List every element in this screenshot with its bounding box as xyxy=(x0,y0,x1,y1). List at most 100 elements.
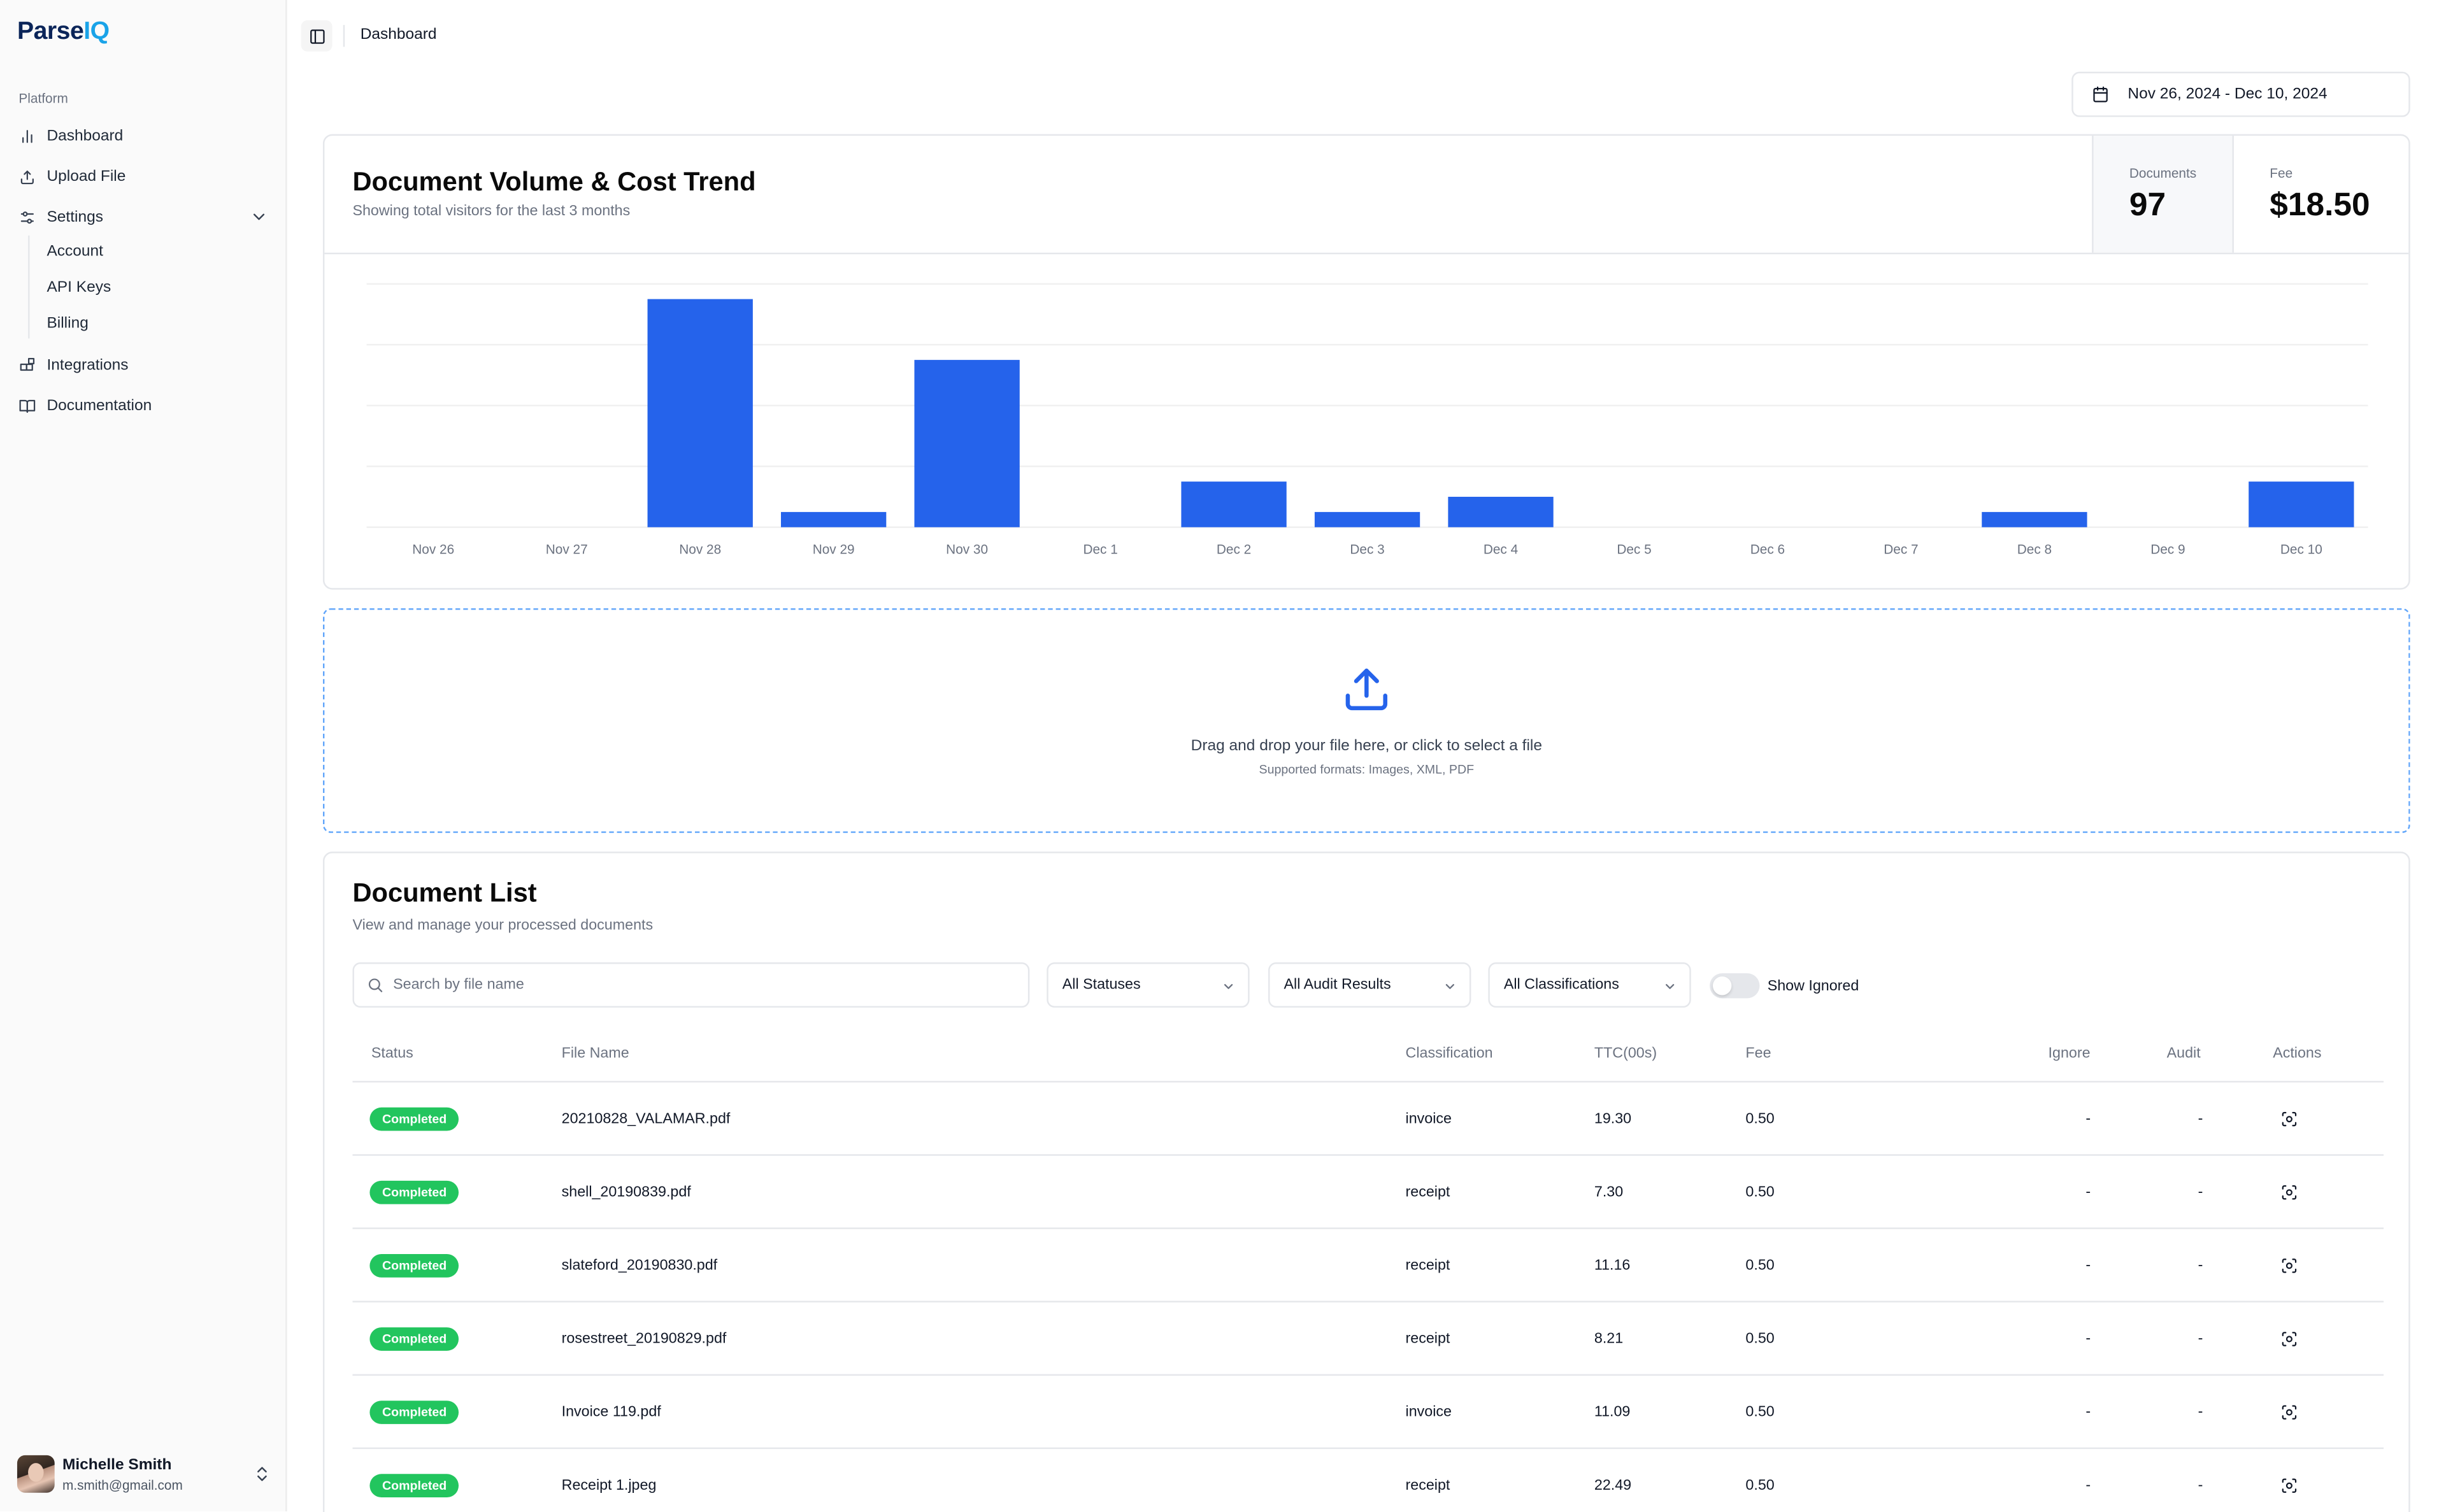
status-badge: Completed xyxy=(369,1474,459,1498)
file-name-cell[interactable]: 20210828_VALAMAR.pdf xyxy=(561,1110,731,1128)
ignore-cell[interactable]: - xyxy=(2085,1183,2091,1201)
column-header-ttc[interactable]: TTC(00s) xyxy=(1594,1045,1657,1062)
classification-filter-select[interactable]: All Classifications xyxy=(1488,962,1691,1008)
show-ignored-toggle[interactable] xyxy=(1710,973,1760,999)
status-filter-select[interactable]: All Statuses xyxy=(1047,962,1250,1008)
chart-bar[interactable] xyxy=(1448,497,1554,527)
table-row[interactable]: Completed shell_20190839.pdf receipt 7.30 0.… xyxy=(352,1156,2384,1229)
audit-filter-select[interactable]: All Audit Results xyxy=(1268,962,1471,1008)
scan-icon[interactable] xyxy=(2280,1257,2298,1274)
app-logo[interactable]: ParseIQ xyxy=(17,18,110,46)
file-name-cell[interactable]: slateford_20190830.pdf xyxy=(561,1257,718,1274)
audit-cell: - xyxy=(2198,1257,2203,1274)
sidebar-subitem-api-keys[interactable]: API Keys xyxy=(46,279,111,297)
chart-bar[interactable] xyxy=(1181,481,1287,527)
audit-cell: - xyxy=(2198,1110,2203,1128)
ttc-cell: 19.30 xyxy=(1594,1110,1632,1128)
status-filter-value: All Statuses xyxy=(1062,976,1141,994)
column-header-classification[interactable]: Classification xyxy=(1405,1045,1493,1062)
column-header-audit[interactable]: Audit xyxy=(2166,1045,2201,1062)
document-list-subtitle: View and manage your processed documents xyxy=(352,917,654,934)
scan-icon[interactable] xyxy=(2280,1111,2298,1128)
search-box[interactable] xyxy=(352,962,1030,1008)
scan-icon[interactable] xyxy=(2280,1404,2298,1421)
ttc-cell: 11.09 xyxy=(1594,1404,1631,1422)
sidebar-toggle-button[interactable] xyxy=(301,20,333,52)
scan-icon[interactable] xyxy=(2280,1330,2298,1348)
chart-bar[interactable] xyxy=(647,299,753,527)
ttc-cell: 7.30 xyxy=(1594,1183,1624,1201)
column-header-fee[interactable]: Fee xyxy=(1745,1045,1771,1062)
sidebar-group-label: Platform xyxy=(18,90,68,106)
x-tick-label: Dec 6 xyxy=(1750,542,1785,557)
sidebar-item-label: Integrations xyxy=(46,356,129,374)
file-name-cell[interactable]: rosestreet_20190829.pdf xyxy=(561,1330,727,1348)
chart-title: Document Volume & Cost Trend xyxy=(352,167,756,197)
search-icon xyxy=(368,978,383,992)
classification-cell: receipt xyxy=(1405,1330,1450,1348)
x-tick-label: Dec 2 xyxy=(1217,542,1251,557)
table-row[interactable]: Completed slateford_20190830.pdf receipt 11… xyxy=(352,1229,2384,1302)
chart-subtitle: Showing total visitors for the last 3 mo… xyxy=(352,203,631,220)
chart-bar[interactable] xyxy=(2249,481,2354,527)
sidebar-item-dashboard[interactable]: Dashboard xyxy=(15,120,271,152)
sidebar-subitem-billing[interactable]: Billing xyxy=(46,315,89,332)
user-menu[interactable]: Michelle Smith m.smith@gmail.com xyxy=(17,1455,275,1496)
chevron-down-icon[interactable] xyxy=(250,208,268,226)
ignore-cell[interactable]: - xyxy=(2085,1110,2091,1128)
dropzone-text: Drag and drop your file here, or click t… xyxy=(1191,738,1542,755)
chart-bar[interactable] xyxy=(1982,511,2087,527)
x-tick-label: Nov 29 xyxy=(813,542,855,557)
documents-stat[interactable]: Documents 97 xyxy=(2092,136,2233,253)
x-tick-label: Dec 4 xyxy=(1484,542,1518,557)
file-name-cell[interactable]: Receipt 1.jpeg xyxy=(561,1477,657,1495)
file-name-cell[interactable]: shell_20190839.pdf xyxy=(561,1183,691,1201)
ttc-cell: 22.49 xyxy=(1594,1477,1632,1495)
fee-cell: 0.50 xyxy=(1745,1183,1775,1201)
sidebar-item-upload-file[interactable]: Upload File xyxy=(15,160,271,192)
sidebar-item-documentation[interactable]: Documentation xyxy=(15,390,271,421)
column-header-status[interactable]: Status xyxy=(371,1045,413,1062)
ignore-cell[interactable]: - xyxy=(2085,1257,2091,1274)
sidebar-item-settings[interactable]: Settings xyxy=(15,201,271,232)
scan-icon[interactable] xyxy=(2280,1184,2298,1201)
sidebar-item-integrations[interactable]: Integrations xyxy=(15,350,271,381)
dropzone-subtext: Supported formats: Images, XML, PDF xyxy=(1259,762,1475,777)
table-row[interactable]: Completed Invoice 119.pdf invoice 11.09 0.50… xyxy=(352,1376,2384,1450)
chart-bar[interactable] xyxy=(781,511,887,527)
x-tick-label: Dec 10 xyxy=(2280,542,2322,557)
fee-stat[interactable]: Fee $18.50 xyxy=(2232,136,2410,253)
table-row[interactable]: Completed rosestreet_20190829.pdf receipt 8… xyxy=(352,1302,2384,1376)
ignore-cell[interactable]: - xyxy=(2085,1477,2091,1495)
logo-main: Parse xyxy=(17,18,84,46)
volume-chart-card: Document Volume & Cost Trend Showing tot… xyxy=(322,134,2410,590)
column-header-ignore[interactable]: Ignore xyxy=(2048,1045,2091,1062)
table-row[interactable]: Completed Receipt 1.jpeg receipt 22.49 0.50 -… xyxy=(352,1449,2384,1512)
sidebar-subitem-account[interactable]: Account xyxy=(46,243,103,260)
classification-cell: receipt xyxy=(1405,1183,1450,1201)
sidebar-item-label: Documentation xyxy=(46,397,152,415)
ttc-cell: 8.21 xyxy=(1594,1330,1624,1348)
file-dropzone[interactable]: Drag and drop your file here, or click t… xyxy=(322,608,2410,833)
logo-accent: IQ xyxy=(83,18,110,46)
audit-filter-value: All Audit Results xyxy=(1284,976,1391,994)
chart-bar[interactable] xyxy=(1314,511,1420,527)
ignore-cell[interactable]: - xyxy=(2085,1330,2091,1348)
chevrons-up-down-icon xyxy=(257,1467,267,1481)
ignore-cell[interactable]: - xyxy=(2085,1404,2091,1422)
search-input[interactable] xyxy=(393,976,1017,994)
chart-bar[interactable] xyxy=(914,360,1020,527)
blocks-icon xyxy=(15,354,37,376)
breadcrumb: Dashboard xyxy=(360,26,437,44)
table-row[interactable]: Completed 20210828_VALAMAR.pdf invoice 19.3… xyxy=(352,1083,2384,1156)
column-header-file-name[interactable]: File Name xyxy=(561,1045,629,1062)
date-range-picker[interactable]: Nov 26, 2024 - Dec 10, 2024 xyxy=(2071,71,2410,117)
scan-icon[interactable] xyxy=(2280,1477,2298,1494)
document-list-card: Document List View and manage your proce… xyxy=(322,852,2410,1512)
fee-cell: 0.50 xyxy=(1745,1257,1775,1274)
x-tick-label: Dec 3 xyxy=(1350,542,1384,557)
header-divider xyxy=(343,25,345,47)
classification-cell: invoice xyxy=(1405,1110,1452,1128)
file-name-cell[interactable]: Invoice 119.pdf xyxy=(561,1404,661,1422)
audit-cell: - xyxy=(2198,1404,2203,1422)
